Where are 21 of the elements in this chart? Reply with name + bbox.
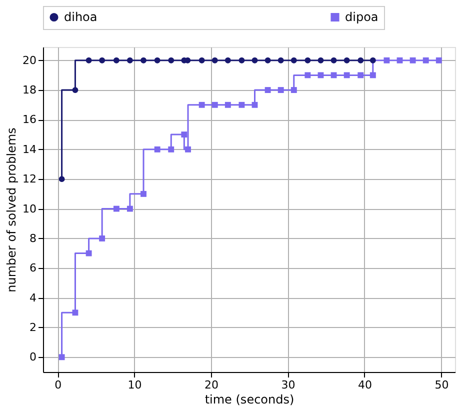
x-tick-label: 20	[204, 378, 219, 392]
y-tick-label: 4	[30, 291, 36, 304]
y-tick-label: 8	[30, 232, 36, 245]
legend-label: dipoa	[345, 10, 378, 24]
x-tick-label: 50	[434, 378, 449, 392]
y-tick-label: 14	[22, 142, 36, 156]
x-tick-label: 40	[358, 378, 372, 392]
y-tick-label: 2	[30, 320, 36, 334]
x-tick-label: 10	[128, 378, 142, 392]
y-tick-label: 12	[22, 172, 36, 186]
x-tick-label: 30	[281, 378, 296, 392]
y-tick-label: 18	[22, 84, 36, 97]
y-tick-label: 10	[22, 202, 36, 216]
y-tick-label: 0	[30, 350, 36, 364]
y-tick-label: 16	[22, 113, 36, 126]
x-tick-label: 0	[54, 378, 62, 392]
y-tick-label: 20	[22, 54, 36, 67]
legend-label: dihoa	[64, 10, 98, 24]
x-axis-title: time (seconds)	[204, 392, 294, 406]
y-tick-label: 6	[30, 262, 36, 275]
y-axis-title: number of solved problems	[4, 128, 19, 292]
